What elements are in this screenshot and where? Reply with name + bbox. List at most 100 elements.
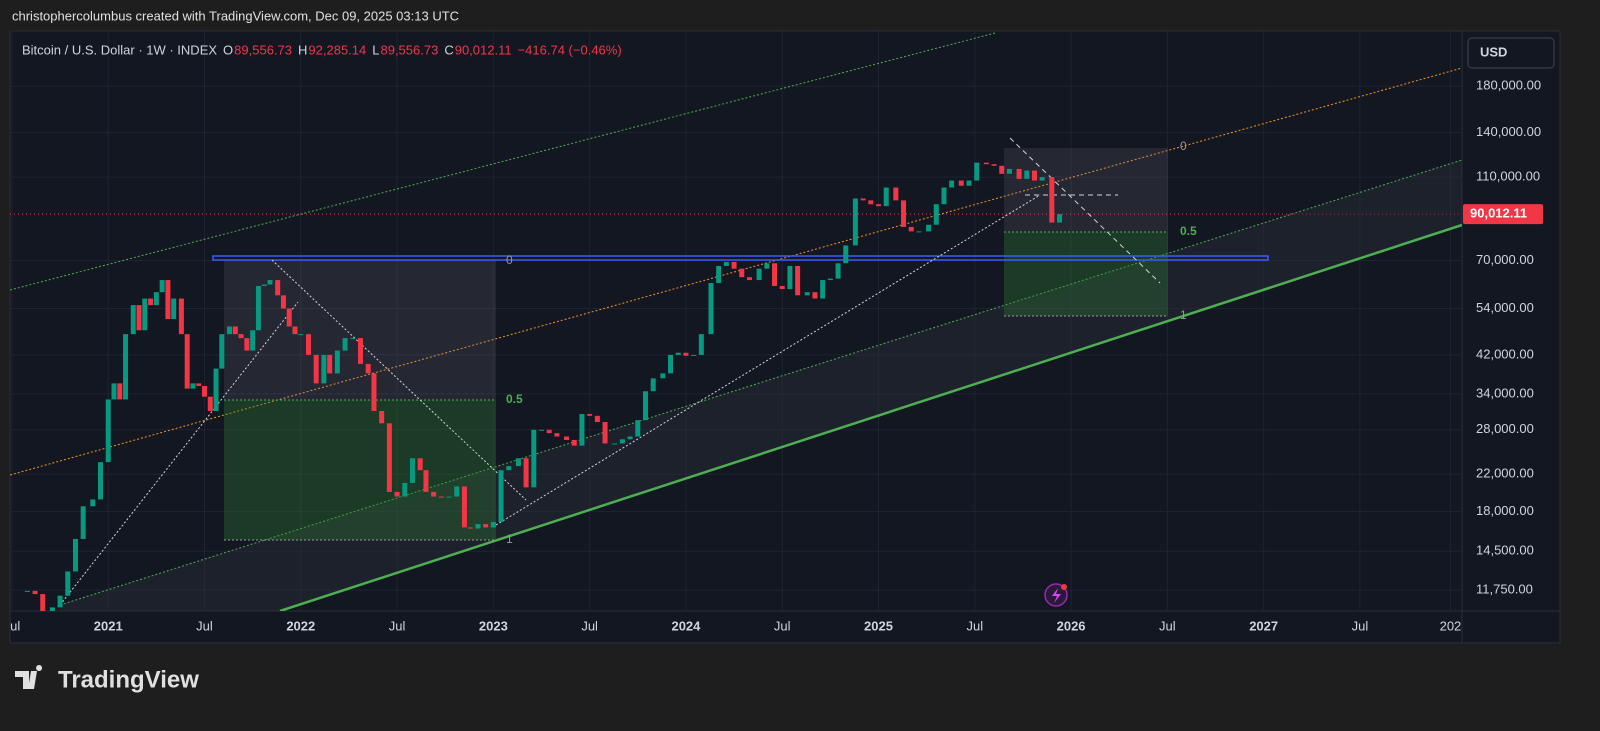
last-price-tag [1463,204,1543,225]
candle [571,439,577,446]
legend-text: O [223,42,233,57]
candle [227,326,233,335]
candle [746,277,752,281]
candle [958,180,964,186]
y-tick-label: 70,000.00 [1476,252,1534,267]
candle [835,263,841,279]
x-tick-label: 2026 [1057,618,1086,633]
candle [90,499,96,507]
brand-logo [15,665,43,689]
candle [804,292,810,296]
fib-zone [224,260,496,400]
candle [178,298,184,335]
candle [292,326,298,335]
candle [250,330,256,351]
candle [201,385,207,397]
candle [999,165,1005,174]
candle [305,334,311,355]
candle [24,590,30,592]
x-tick-label: 2024 [671,618,701,633]
candle [238,334,244,339]
candle [196,383,202,386]
candle [1049,177,1055,223]
y-tick-label: 42,000.00 [1476,346,1534,361]
candle [148,298,154,306]
candle [142,298,148,331]
currency-button[interactable] [1467,37,1555,69]
candle [933,204,939,225]
candle [65,571,71,596]
credit: christophercolumbus created with Trading… [12,8,459,23]
candle [901,200,907,227]
candle [219,334,225,369]
diagonal [59,301,299,606]
candle [991,164,997,166]
candle [635,420,641,437]
candle [267,280,273,285]
candle [983,162,989,165]
legend-text: L [372,42,379,57]
candle [130,305,136,335]
fib-label: 0 [506,253,513,267]
candle [165,280,171,320]
candle [275,280,281,296]
candle [843,245,849,264]
candle [531,429,537,488]
candle [820,280,826,299]
candle [619,439,625,444]
fib-zone [1004,148,1168,232]
legend-text: 90,012.11 [455,42,512,57]
candle [916,231,922,233]
candle [506,466,512,471]
candle [683,352,689,356]
candle [80,506,86,539]
candle [255,286,261,331]
fib-label: 1 [1180,308,1187,322]
candle [772,263,778,287]
legend-text: H [298,42,307,57]
legend-text: 89,556.73 [380,42,438,57]
x-tick-label: Jul [581,618,598,633]
candle [111,383,117,400]
candle [321,354,327,384]
candle [627,436,633,440]
candle [379,410,385,424]
legend-text: 89,556.73 [234,42,292,57]
candle [723,261,729,266]
y-tick-label: 34,000.00 [1476,385,1534,400]
candle [117,383,123,400]
candle [860,198,866,201]
candle [342,338,348,351]
candle [98,462,104,500]
candle [386,423,392,492]
fib-zone [1004,232,1168,316]
currency[interactable]: USD [1480,44,1507,59]
candle [612,443,618,445]
candle [675,352,681,355]
x-tick-label: Jul [196,618,213,633]
candle [642,391,648,421]
alert-bolt [1052,588,1061,603]
channel-fill [60,160,1462,611]
candle [461,486,467,528]
candle [716,265,722,284]
x-tick-label: 2022 [286,618,315,633]
candle [454,486,460,497]
candle [72,538,78,572]
x-tick-label: 2025 [864,618,893,633]
candle [660,373,666,379]
candles [24,162,1063,611]
candle [475,524,481,529]
trendline [10,32,996,291]
candle [698,334,704,355]
candle [298,334,304,336]
candle [539,429,545,431]
projection [1009,137,1161,284]
candle [779,286,785,290]
y-tick-label: 22,000.00 [1476,466,1534,481]
candle [490,521,496,528]
candle [546,429,552,434]
candle [868,200,874,205]
